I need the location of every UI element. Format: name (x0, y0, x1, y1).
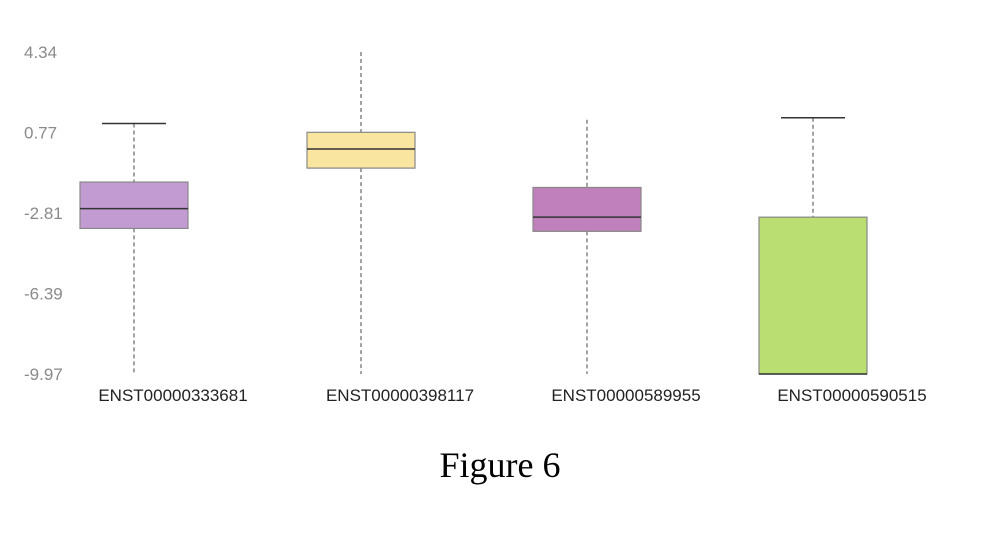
x-tick-label: ENST00000589955 (551, 386, 700, 405)
x-tick-label: ENST00000333681 (98, 386, 247, 405)
y-tick-label: -9.97 (24, 365, 63, 384)
box-ENST00000333681 (79, 122, 189, 374)
box-series (79, 52, 868, 375)
box-ENST00000398117 (306, 52, 416, 374)
box-body (306, 131, 416, 169)
box-body (758, 216, 868, 375)
y-tick-label: 0.77 (24, 123, 57, 142)
box-body (79, 181, 189, 230)
box-body (532, 186, 642, 232)
x-tick-label: ENST00000398117 (326, 386, 474, 405)
figure-caption: Figure 6 (439, 445, 561, 485)
y-tick-label: -2.81 (24, 204, 63, 223)
x-tick-label: ENST00000590515 (777, 386, 926, 405)
box-ENST00000589955 (532, 119, 642, 374)
y-tick-label: 4.34 (24, 43, 57, 62)
y-tick-label: -6.39 (24, 284, 63, 303)
box-ENST00000590515 (758, 116, 868, 375)
x-axis-ticks: ENST00000333681 ENST00000398117 ENST000005… (98, 386, 926, 405)
y-axis-ticks: 4.34 0.77 -2.81 -6.39 -9.97 (24, 43, 63, 384)
